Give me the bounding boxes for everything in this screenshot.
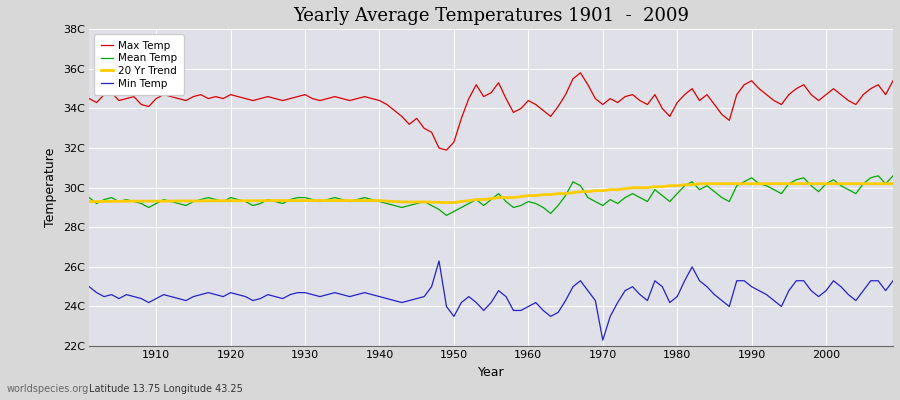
Max Temp <box>887 78 898 83</box>
Mean Temp <box>441 213 452 218</box>
Mean Temp <box>523 199 534 204</box>
20 Yr Trend <box>523 193 534 198</box>
20 Yr Trend <box>620 186 631 191</box>
Mean Temp <box>887 174 898 178</box>
Min Temp <box>84 284 94 289</box>
20 Yr Trend <box>84 199 94 204</box>
Mean Temp <box>143 205 154 210</box>
Mean Temp <box>530 201 541 206</box>
Mean Temp <box>84 195 94 200</box>
Mean Temp <box>307 197 318 202</box>
Min Temp <box>530 300 541 305</box>
Max Temp <box>143 104 154 109</box>
20 Yr Trend <box>694 181 705 186</box>
Line: Min Temp: Min Temp <box>89 261 893 340</box>
Legend: Max Temp, Mean Temp, 20 Yr Trend, Min Temp: Max Temp, Mean Temp, 20 Yr Trend, Min Te… <box>94 34 184 95</box>
Min Temp <box>627 284 638 289</box>
Max Temp <box>575 70 586 75</box>
Line: 20 Yr Trend: 20 Yr Trend <box>89 184 893 202</box>
Max Temp <box>352 96 363 101</box>
20 Yr Trend <box>143 199 154 204</box>
Line: Mean Temp: Mean Temp <box>89 176 893 216</box>
Text: worldspecies.org: worldspecies.org <box>7 384 89 394</box>
Min Temp <box>352 292 363 297</box>
Max Temp <box>627 92 638 97</box>
Text: Latitude 13.75 Longitude 43.25: Latitude 13.75 Longitude 43.25 <box>89 384 243 394</box>
Min Temp <box>434 258 445 263</box>
Min Temp <box>887 278 898 283</box>
20 Yr Trend <box>352 198 363 203</box>
Mean Temp <box>620 195 631 200</box>
Title: Yearly Average Temperatures 1901  -  2009: Yearly Average Temperatures 1901 - 2009 <box>293 7 689 25</box>
Max Temp <box>523 98 534 103</box>
Max Temp <box>84 96 94 101</box>
20 Yr Trend <box>887 181 898 186</box>
Mean Temp <box>352 197 363 202</box>
Min Temp <box>143 300 154 305</box>
Mean Temp <box>873 174 884 178</box>
Max Temp <box>530 102 541 107</box>
Y-axis label: Temperature: Temperature <box>44 148 58 227</box>
20 Yr Trend <box>307 198 318 203</box>
Min Temp <box>523 304 534 309</box>
Max Temp <box>307 96 318 101</box>
Line: Max Temp: Max Temp <box>89 73 893 150</box>
Max Temp <box>441 148 452 152</box>
20 Yr Trend <box>530 193 541 198</box>
X-axis label: Year: Year <box>478 366 504 379</box>
Min Temp <box>307 292 318 297</box>
Min Temp <box>598 338 608 342</box>
20 Yr Trend <box>441 200 452 205</box>
